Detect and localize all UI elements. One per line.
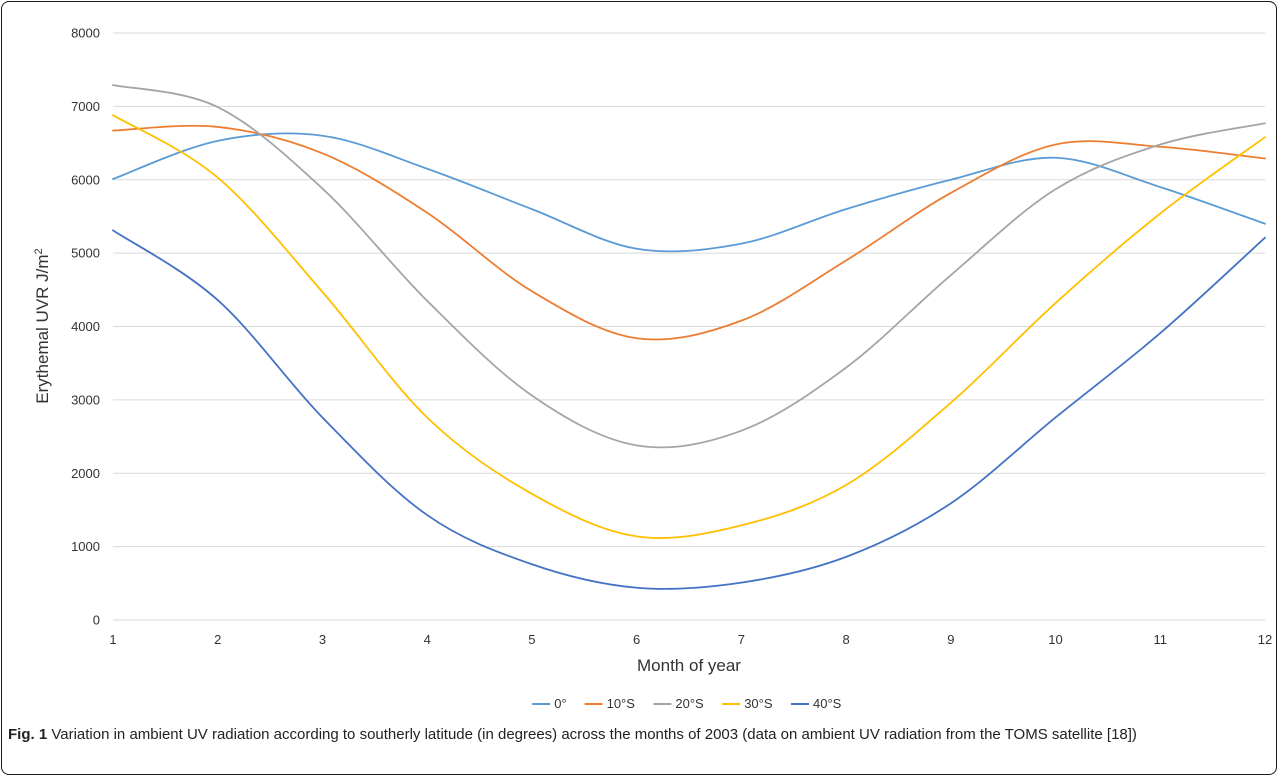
series-line-2 xyxy=(112,84,1266,449)
series-line-1 xyxy=(112,124,1266,341)
legend: 0° 10°S 20°S 30°S 40°S xyxy=(532,696,842,711)
x-tick-label: 12 xyxy=(1258,632,1272,647)
caption-text: Variation in ambient UV radiation accord… xyxy=(47,726,1137,743)
x-tick-label: 8 xyxy=(842,632,849,647)
legend-item: 30°S xyxy=(722,696,773,711)
legend-label: 0° xyxy=(554,696,566,711)
legend-label: 30°S xyxy=(744,696,773,711)
legend-item: 10°S xyxy=(584,696,636,711)
legend-label: 40°S xyxy=(813,696,842,711)
series-line-0 xyxy=(112,132,1266,253)
y-tick-label: 3000 xyxy=(71,392,100,407)
series-line-4 xyxy=(112,229,1266,590)
legend-item: 40°S xyxy=(791,696,842,711)
series-line-3 xyxy=(112,114,1266,539)
x-axis-ticks: 1 2 3 4 5 6 7 8 9 10 11 12 xyxy=(109,632,1272,647)
x-tick-label: 9 xyxy=(947,632,954,647)
y-tick-label: 4000 xyxy=(71,319,100,334)
y-tick-label: 5000 xyxy=(71,246,100,261)
legend-label: 10°S xyxy=(607,696,636,711)
y-axis-ticks: 0 1000 2000 3000 4000 5000 6000 7000 8000 xyxy=(71,26,100,628)
y-tick-label: 2000 xyxy=(71,466,100,481)
x-tick-label: 6 xyxy=(633,632,640,647)
x-tick-label: 1 xyxy=(109,632,116,647)
series-lines xyxy=(112,84,1266,590)
x-tick-label: 2 xyxy=(214,632,221,647)
y-tick-label: 6000 xyxy=(71,172,100,187)
y-tick-label: 0 xyxy=(93,613,100,628)
legend-item: 0° xyxy=(532,696,567,711)
figure-caption: Fig. 1 Variation in ambient UV radiation… xyxy=(8,723,1270,747)
gridlines xyxy=(113,32,1265,621)
legend-label: 20°S xyxy=(675,696,704,711)
y-tick-label: 1000 xyxy=(71,539,100,554)
x-tick-label: 5 xyxy=(528,632,535,647)
x-axis-title: Month of year xyxy=(637,656,741,675)
y-axis-title: Erythemal UVR J/m2 xyxy=(33,248,52,403)
x-tick-label: 3 xyxy=(319,632,326,647)
x-tick-label: 11 xyxy=(1154,632,1168,647)
caption-label: Fig. 1 xyxy=(8,726,48,743)
x-tick-label: 4 xyxy=(424,632,431,647)
x-tick-label: 7 xyxy=(738,632,745,647)
y-tick-label: 8000 xyxy=(71,26,100,41)
legend-item: 20°S xyxy=(653,696,704,711)
x-tick-label: 10 xyxy=(1048,632,1062,647)
y-tick-label: 7000 xyxy=(71,99,100,114)
